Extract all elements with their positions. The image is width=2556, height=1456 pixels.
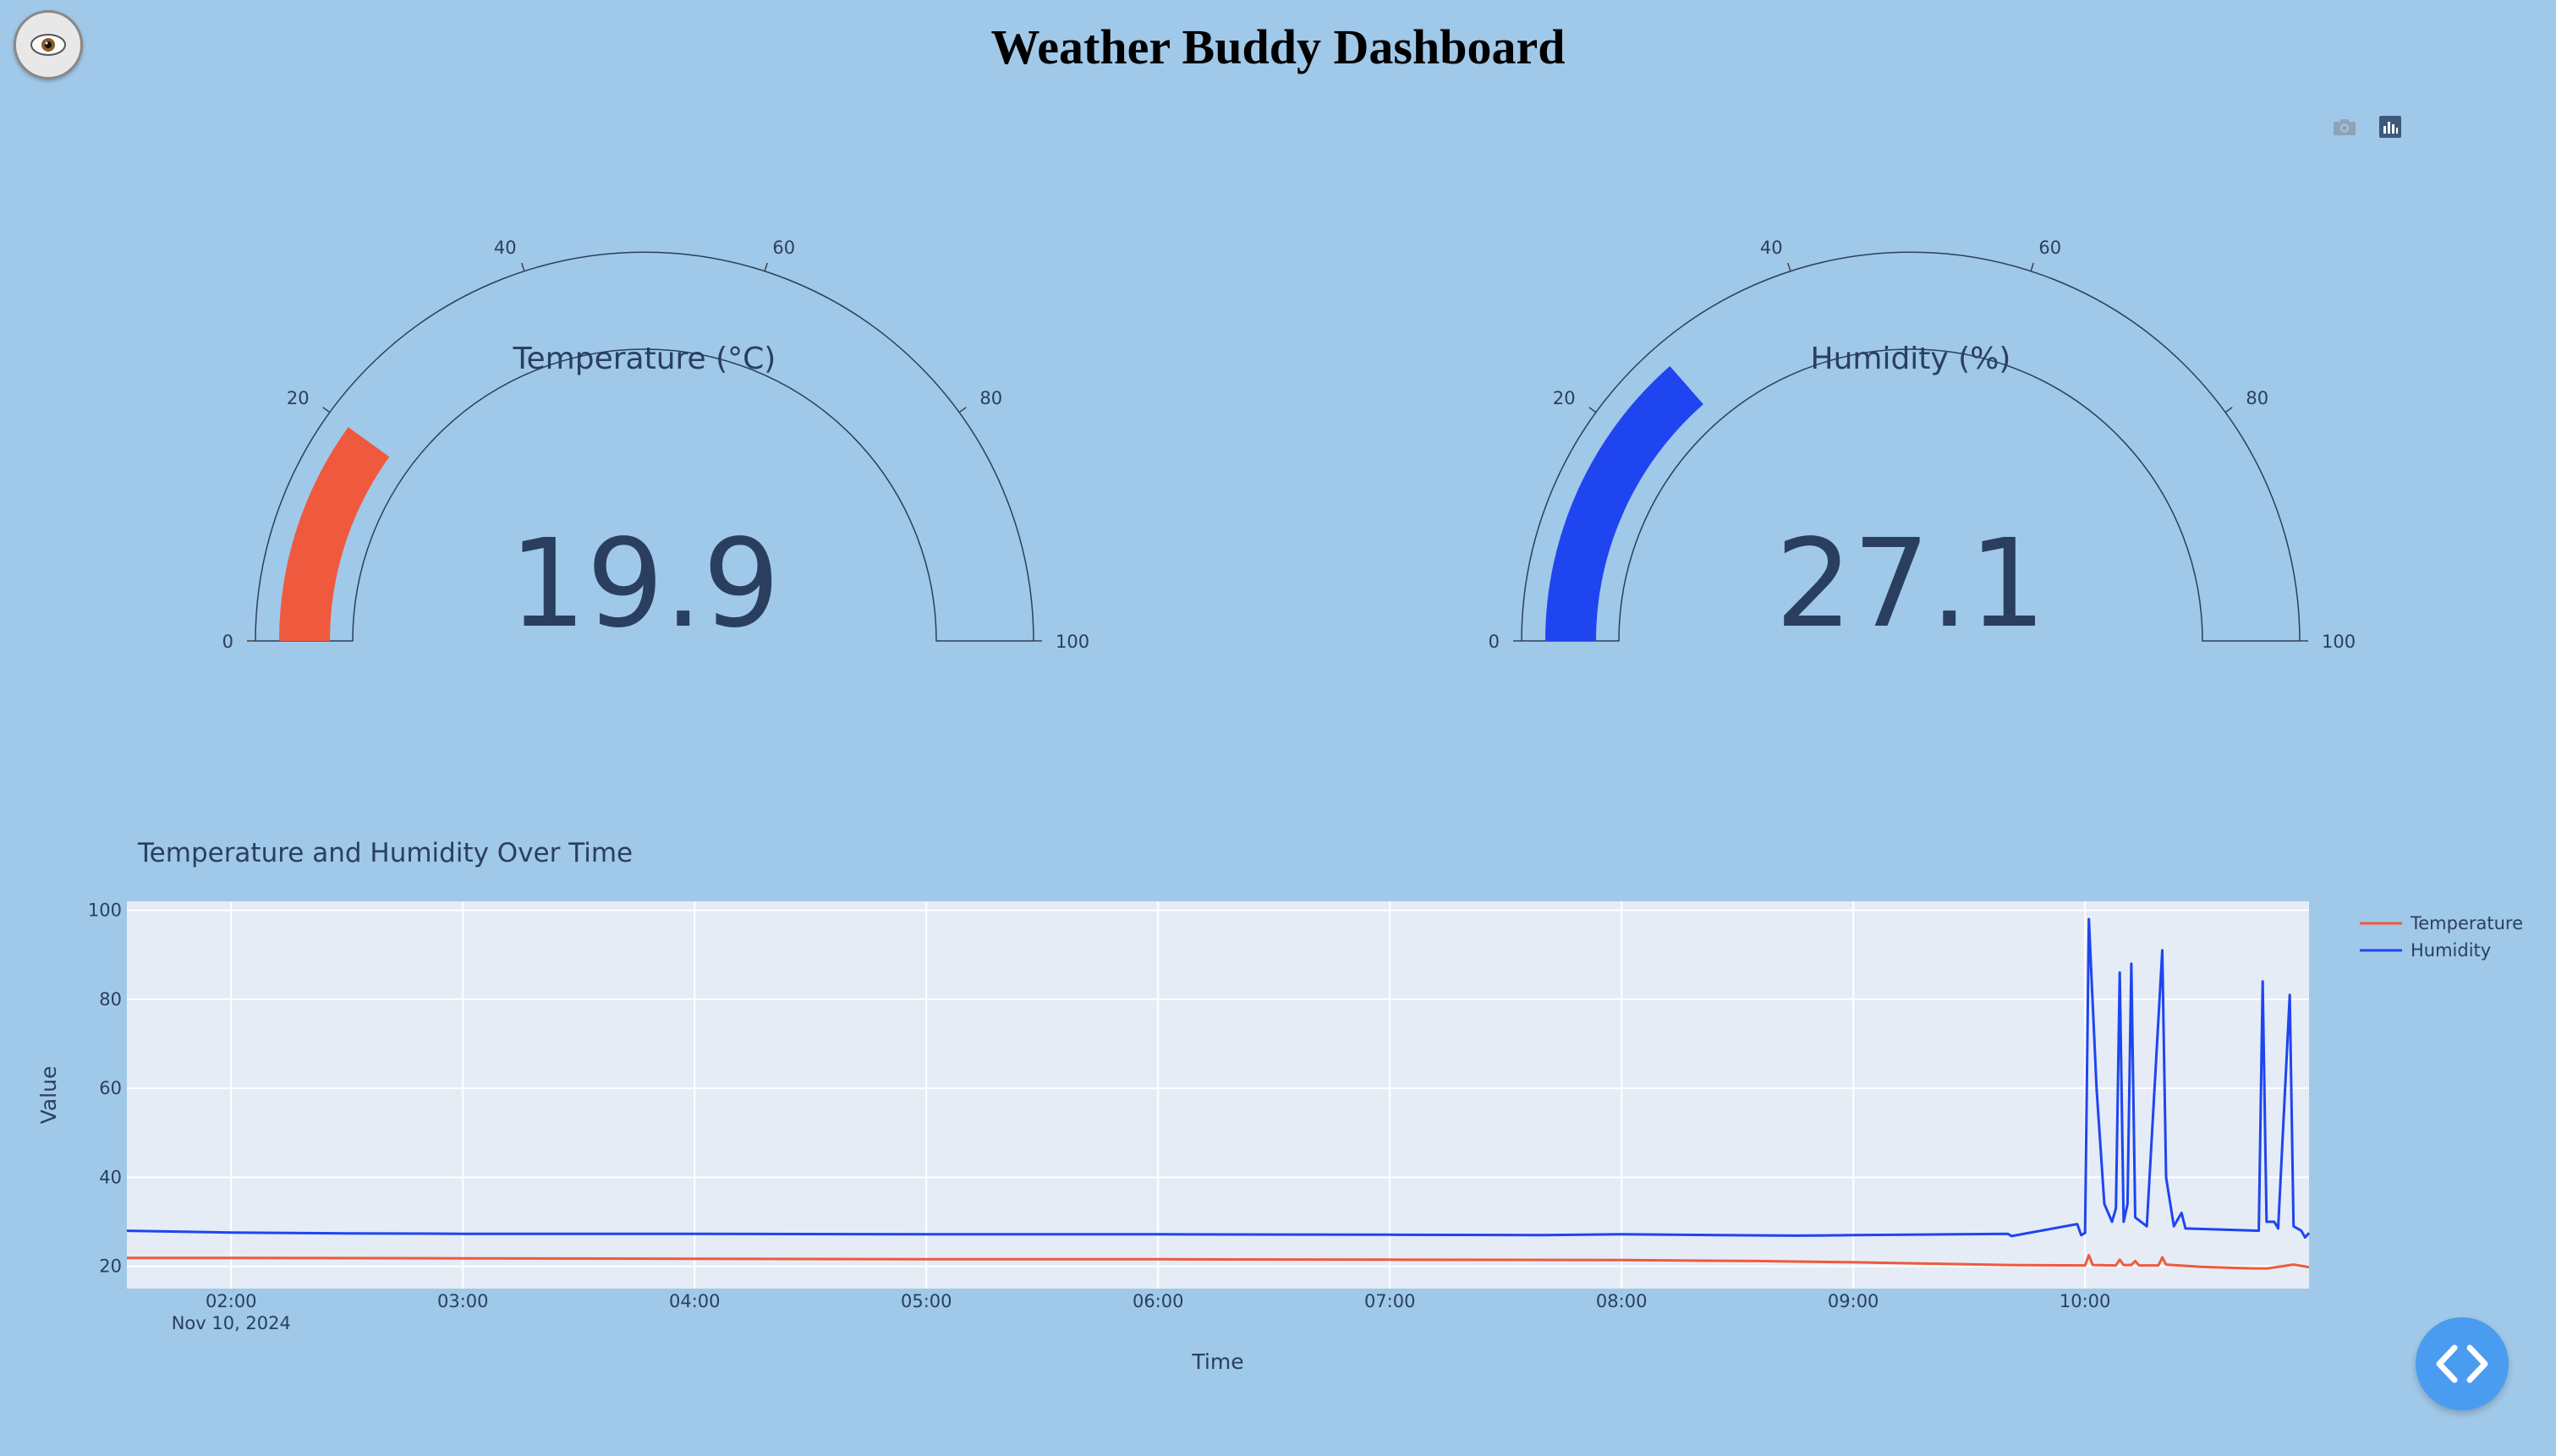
- x-tick-label: 07:00: [1364, 1291, 1416, 1311]
- gauge-tick: [2224, 407, 2233, 413]
- x-axis-label: Time: [1191, 1349, 1243, 1374]
- x-tick-label: 10:00: [2060, 1291, 2111, 1311]
- series-line-temperature: [127, 1254, 2310, 1270]
- gauge-tick-label: 80: [979, 388, 1002, 408]
- line-chart: Temperature and Humidity Over Time 02:00 0…: [36, 838, 2523, 1374]
- chart-title: Temperature and Humidity Over Time: [137, 838, 633, 868]
- gauge-outline: [1521, 251, 2301, 642]
- gauge-tick: [958, 407, 967, 413]
- code-toggle-button[interactable]: [2416, 1317, 2509, 1410]
- gauge-value: 27.1: [1775, 512, 2047, 654]
- gauge-tick: [2030, 262, 2034, 271]
- gauge-bar: [1545, 366, 1703, 641]
- gauge-tick: [764, 262, 768, 271]
- gauge-title: Humidity (%): [1811, 342, 2011, 376]
- x-tick-label: 03:00: [437, 1291, 489, 1311]
- x-tick-label: 05:00: [901, 1291, 952, 1311]
- y-tick-label: 40: [99, 1167, 122, 1187]
- gauge-title: Temperature (°C): [513, 342, 776, 376]
- gauge-tick-label: 40: [1760, 238, 1783, 258]
- x-tick-label: 08:00: [1596, 1291, 1648, 1311]
- gauge-tick-label: 80: [2246, 388, 2268, 408]
- gauge-tick-label: 100: [2322, 632, 2356, 652]
- y-tick-label: 20: [99, 1256, 122, 1277]
- bar-chart-icon: [2379, 116, 2401, 138]
- gauges: 0 20 40 60 80 100 Temperature (°C) 19.9 0 20 40 60 8…: [222, 238, 2356, 654]
- download-image-button[interactable]: [2331, 113, 2358, 140]
- series-line-humidity: [126, 917, 2311, 1239]
- legend-label[interactable]: Temperature: [2410, 913, 2523, 933]
- produced-with-plotly-button[interactable]: [2377, 113, 2404, 140]
- y-tick-label: 60: [99, 1078, 122, 1098]
- gauge-tick: [322, 407, 331, 413]
- x-tick-label: 06:00: [1133, 1291, 1184, 1311]
- x-tick-label: 09:00: [1828, 1291, 1879, 1311]
- gauge-tick-label: 20: [1553, 388, 1576, 408]
- page-title: Weather Buddy Dashboard: [990, 19, 1566, 74]
- gauge-tick: [1787, 262, 1791, 271]
- gauge-tick-label: 60: [772, 238, 795, 258]
- gauge-value: 19.9: [509, 512, 781, 654]
- legend-label[interactable]: Humidity: [2411, 940, 2491, 961]
- gauge-tick-label: 60: [2038, 238, 2061, 258]
- plot-background: [127, 901, 2309, 1289]
- x-tick-label: 04:00: [669, 1291, 721, 1311]
- x-date-label: Nov 10, 2024: [172, 1313, 291, 1333]
- chart-toolbar: [2331, 113, 2404, 140]
- avatar[interactable]: [14, 10, 83, 79]
- gauge-tick-label: 0: [222, 632, 233, 652]
- camera-icon: [2334, 119, 2356, 135]
- gauge-tick-label: 100: [1056, 632, 1089, 652]
- gauge-tick-label: 0: [1489, 632, 1500, 652]
- gauge-tick-label: 20: [287, 388, 310, 408]
- gauge-outline: [255, 251, 1034, 642]
- gauge-tick: [1588, 407, 1597, 413]
- gauge-humidity: 0 20 40 60 80 100 Humidity (%) 27.1: [1489, 238, 2356, 654]
- y-tick-label: 100: [88, 900, 122, 921]
- y-axis-label: Value: [36, 1066, 61, 1125]
- gauge-temperature: 0 20 40 60 80 100 Temperature (°C) 19.9: [222, 238, 1089, 654]
- eye-icon: [30, 34, 66, 56]
- x-tick-label: 02:00: [206, 1291, 257, 1311]
- gauge-tick-label: 40: [494, 238, 517, 258]
- y-tick-label: 80: [99, 989, 122, 1010]
- gauge-bar: [279, 427, 390, 641]
- gauge-tick: [521, 262, 525, 271]
- code-brackets-icon: [2436, 1344, 2488, 1383]
